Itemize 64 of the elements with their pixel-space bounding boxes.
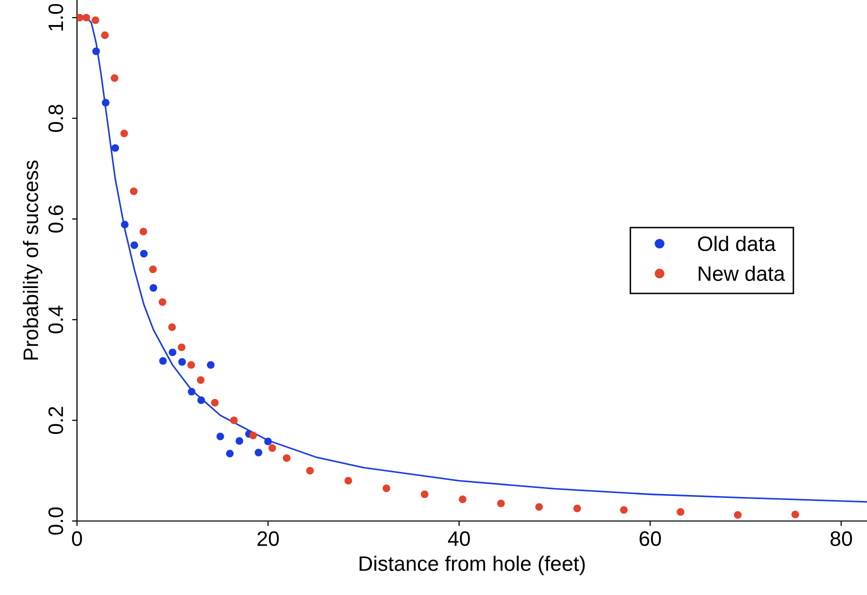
point [149,266,157,274]
point [140,250,148,258]
point [130,187,138,196]
x-axis-title: Distance from hole (feet) [360,556,585,576]
point [168,348,176,356]
legend-label: Old data [698,236,776,252]
point [211,398,219,407]
point [382,484,390,492]
point [306,466,314,474]
point [206,361,215,369]
point [249,432,257,440]
point [264,438,272,446]
point [420,490,428,498]
point [216,432,224,440]
y-axis-title: Probability of success [22,160,42,360]
x-tick-label: 40 [448,531,470,546]
legend-label: New data [698,266,786,282]
point [497,500,505,508]
point [791,510,800,518]
point [110,74,118,82]
point [187,361,195,369]
point [573,504,581,512]
point [150,284,158,292]
y-tick-label: 0.4 [48,306,64,334]
point [236,437,244,445]
point [535,503,543,511]
y-tick-label: 0.0 [48,507,64,535]
point [226,450,234,458]
point [92,48,100,56]
point [82,14,90,22]
point [268,444,276,452]
x-tick-label: 80 [830,531,852,546]
x-tick-label: 0 [72,531,82,546]
point [158,298,166,306]
y-tick-label: 1.0 [48,4,64,31]
point [120,220,129,228]
point [734,511,742,519]
point [120,130,128,138]
point [77,14,84,22]
point [254,448,262,456]
point [92,16,100,24]
point [196,376,205,384]
point [282,454,290,462]
point [620,506,628,514]
point [188,388,196,396]
point [344,476,352,485]
point [101,31,109,40]
point [458,496,466,504]
point [111,144,120,152]
point [159,357,167,365]
x-tick-label: 60 [640,531,661,546]
y-tick-label: 0.6 [48,205,64,233]
point [178,358,186,366]
point [102,98,110,106]
point [168,323,176,331]
x-tick-label: 20 [258,531,279,546]
point [130,241,138,249]
point [140,228,148,236]
y-tick-label: 0.8 [48,104,64,132]
y-tick-label: 0.2 [48,406,64,434]
point [676,508,684,516]
point [197,396,205,404]
point [230,416,238,424]
point [178,344,186,352]
